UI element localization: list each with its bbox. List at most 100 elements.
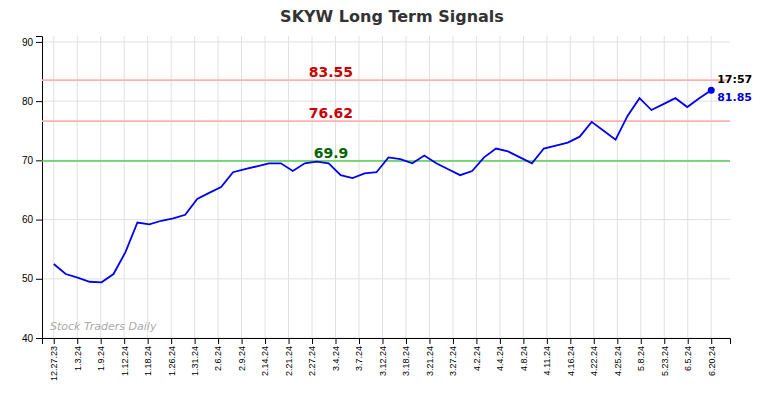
end-price-label: 81.85 <box>717 91 752 104</box>
y-grid-line <box>42 41 730 42</box>
x-tick-mark <box>336 338 337 344</box>
x-tick: 4.22.24 <box>589 338 599 376</box>
x-tick-label: 2.21.24 <box>284 346 294 376</box>
reference-label: 76.62 <box>309 105 353 121</box>
x-tick: 2.9.24 <box>237 338 247 371</box>
x-tick-label: 1.3.24 <box>73 346 83 371</box>
plot-area: 12.27.231.3.241.9.241.12.241.18.241.26.2… <box>22 36 752 381</box>
x-tick-label: 3.18.24 <box>401 346 411 376</box>
y-tick: 50 <box>22 273 42 284</box>
x-tick-mark <box>124 338 125 344</box>
x-tick-label: 6.20.24 <box>707 346 717 376</box>
x-grid-line <box>664 36 665 338</box>
x-grid-line <box>358 36 359 338</box>
x-tick: 4.8.24 <box>519 338 529 371</box>
x-grid-line <box>335 36 336 338</box>
x-tick-mark <box>523 338 524 344</box>
x-tick-label: 3.7.24 <box>354 346 364 371</box>
x-tick-mark <box>594 338 595 344</box>
x-tick-label: 4.22.24 <box>589 346 599 376</box>
x-grid-line <box>546 36 547 338</box>
y-tick: 40 <box>22 333 42 344</box>
x-grid-line <box>452 36 453 338</box>
x-tick: 1.3.24 <box>73 338 83 371</box>
y-tick-label: 40 <box>22 333 34 344</box>
x-tick: 4.4.24 <box>495 338 505 371</box>
x-tick-mark <box>617 338 618 344</box>
x-tick: 6.20.24 <box>707 338 717 376</box>
x-tick-mark <box>101 338 102 344</box>
x-tick: 1.9.24 <box>96 338 106 371</box>
y-tick-label: 70 <box>22 155 34 166</box>
x-tick: 3.27.24 <box>448 338 458 376</box>
x-tick-label: 1.26.24 <box>167 346 177 376</box>
y-tick-label: 90 <box>22 37 34 48</box>
x-tick-label: 3.27.24 <box>448 346 458 376</box>
x-tick-label: 2.6.24 <box>213 346 223 371</box>
watermark: Stock Traders Daily <box>50 320 157 333</box>
x-tick: 2.21.24 <box>284 338 294 376</box>
x-tick-mark <box>242 338 243 344</box>
price-line <box>54 90 711 282</box>
reference-label: 83.55 <box>309 64 353 80</box>
y-tick-mark <box>36 338 42 339</box>
x-axis: 12.27.231.3.241.9.241.12.241.18.241.26.2… <box>43 338 731 381</box>
chart-container: SKYW Long Term Signals 12.27.23 1.3.24 1.9.… <box>0 0 784 398</box>
x-tick-label: 1.9.24 <box>96 346 106 371</box>
x-grid-line <box>499 36 500 338</box>
x-tick: 6.5.24 <box>683 338 693 371</box>
y-axis-line <box>36 37 43 339</box>
x-tick-mark <box>289 338 290 344</box>
x-tick-mark <box>476 338 477 344</box>
y-grid-line <box>42 219 730 220</box>
x-tick: 4.2.24 <box>472 338 482 371</box>
x-tick-mark <box>171 338 172 344</box>
x-tick-mark <box>359 338 360 344</box>
x-tick-mark <box>218 338 219 344</box>
x-tick-mark <box>406 338 407 344</box>
annotations: 83.5576.6269.917:5781.85Stock Traders Da… <box>50 64 752 333</box>
chart-title: SKYW Long Term Signals <box>280 7 504 26</box>
reference-line <box>42 120 730 122</box>
x-tick-label: 4.2.24 <box>472 346 482 371</box>
x-tick: 3.21.24 <box>425 338 435 376</box>
y-tick-mark <box>36 160 42 161</box>
x-tick-mark <box>547 338 548 344</box>
x-tick-mark <box>77 338 78 344</box>
x-grid-line <box>687 36 688 338</box>
x-tick: 5.8.24 <box>636 338 646 371</box>
x-tick: 1.26.24 <box>167 338 177 376</box>
y-axis: 405060708090 <box>22 37 43 344</box>
x-tick-mark <box>711 338 712 344</box>
y-tick: 60 <box>22 214 42 225</box>
x-grid-line <box>476 36 477 338</box>
x-tick: 4.25.24 <box>613 338 623 376</box>
x-tick: 4.16.24 <box>566 338 576 376</box>
x-tick-mark <box>195 338 196 344</box>
y-tick-mark <box>36 42 42 43</box>
y-tick-mark <box>36 101 42 102</box>
x-tick-mark <box>54 338 55 344</box>
x-tick-mark <box>429 338 430 344</box>
x-tick: 12.27.23 <box>49 338 59 381</box>
x-tick: 1.31.24 <box>190 338 200 376</box>
x-tick-mark <box>500 338 501 344</box>
x-grid-line <box>711 36 712 338</box>
x-grid-line <box>147 36 148 338</box>
marks <box>42 80 730 282</box>
x-tick-label: 4.11.24 <box>542 346 552 375</box>
x-grid-line <box>241 36 242 338</box>
y-tick-mark <box>36 220 42 221</box>
x-tick-mark <box>453 338 454 344</box>
y-grid-line <box>42 101 730 102</box>
grid <box>42 36 730 338</box>
x-tick-mark <box>664 338 665 344</box>
x-grid-line <box>312 36 313 338</box>
x-grid-line <box>53 36 54 338</box>
x-grid-line <box>265 36 266 338</box>
x-tick: 4.11.24 <box>542 338 552 375</box>
x-tick-mark <box>382 338 383 344</box>
x-grid-line <box>617 36 618 338</box>
x-tick-mark <box>688 338 689 344</box>
x-tick-mark <box>641 338 642 344</box>
